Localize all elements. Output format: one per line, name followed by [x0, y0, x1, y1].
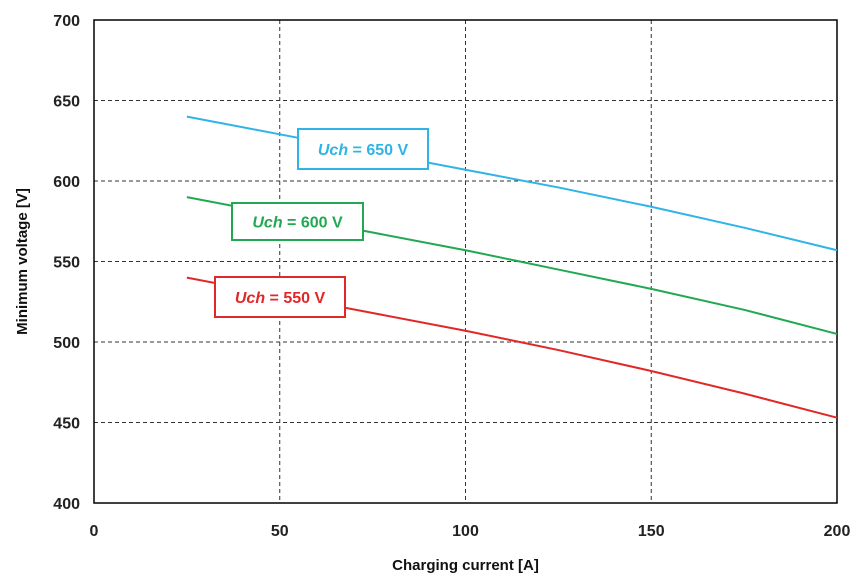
series-label-box: [297, 128, 429, 170]
y-tick-label: 500: [53, 335, 80, 352]
y-tick-label: 400: [53, 496, 80, 513]
y-tick-label: 600: [53, 174, 80, 191]
x-axis-title: Charging current [A]: [392, 557, 539, 574]
y-tick-label: 650: [53, 94, 80, 111]
x-tick-label: 100: [452, 523, 479, 540]
x-tick-label: 50: [271, 523, 289, 540]
grid: [94, 20, 837, 503]
series-label-box: [231, 202, 364, 241]
series-labels: Uch = 650 V Uch = 600 V Uch = 550 V: [214, 128, 429, 318]
y-axis-title: Minimum voltage [V]: [14, 188, 31, 335]
series-label-text: Uch = 600 V: [252, 215, 343, 232]
y-tick-label: 550: [53, 255, 80, 272]
plot-area: [93, 19, 838, 504]
series-label-2: Uch = 550 V: [214, 276, 346, 318]
x-tick-label: 150: [638, 523, 665, 540]
y-tick-label: 450: [53, 416, 80, 433]
series-label-0: Uch = 650 V: [297, 128, 429, 170]
series-line-0: [186, 115, 838, 252]
series-label-1: Uch = 600 V: [231, 202, 364, 241]
x-tick-label: 0: [90, 523, 99, 540]
series-label-text: Uch = 550 V: [235, 290, 326, 307]
series-label-text: Uch = 650 V: [318, 142, 409, 159]
y-tick-label: 700: [53, 13, 80, 30]
y-tick-labels: 400 450 500 550 600 650 700: [53, 13, 80, 513]
series-label-box: [214, 276, 346, 318]
x-tick-labels: 0 50 100 150 200: [90, 523, 851, 540]
series-lines: [186, 115, 838, 419]
x-tick-label: 200: [824, 523, 851, 540]
